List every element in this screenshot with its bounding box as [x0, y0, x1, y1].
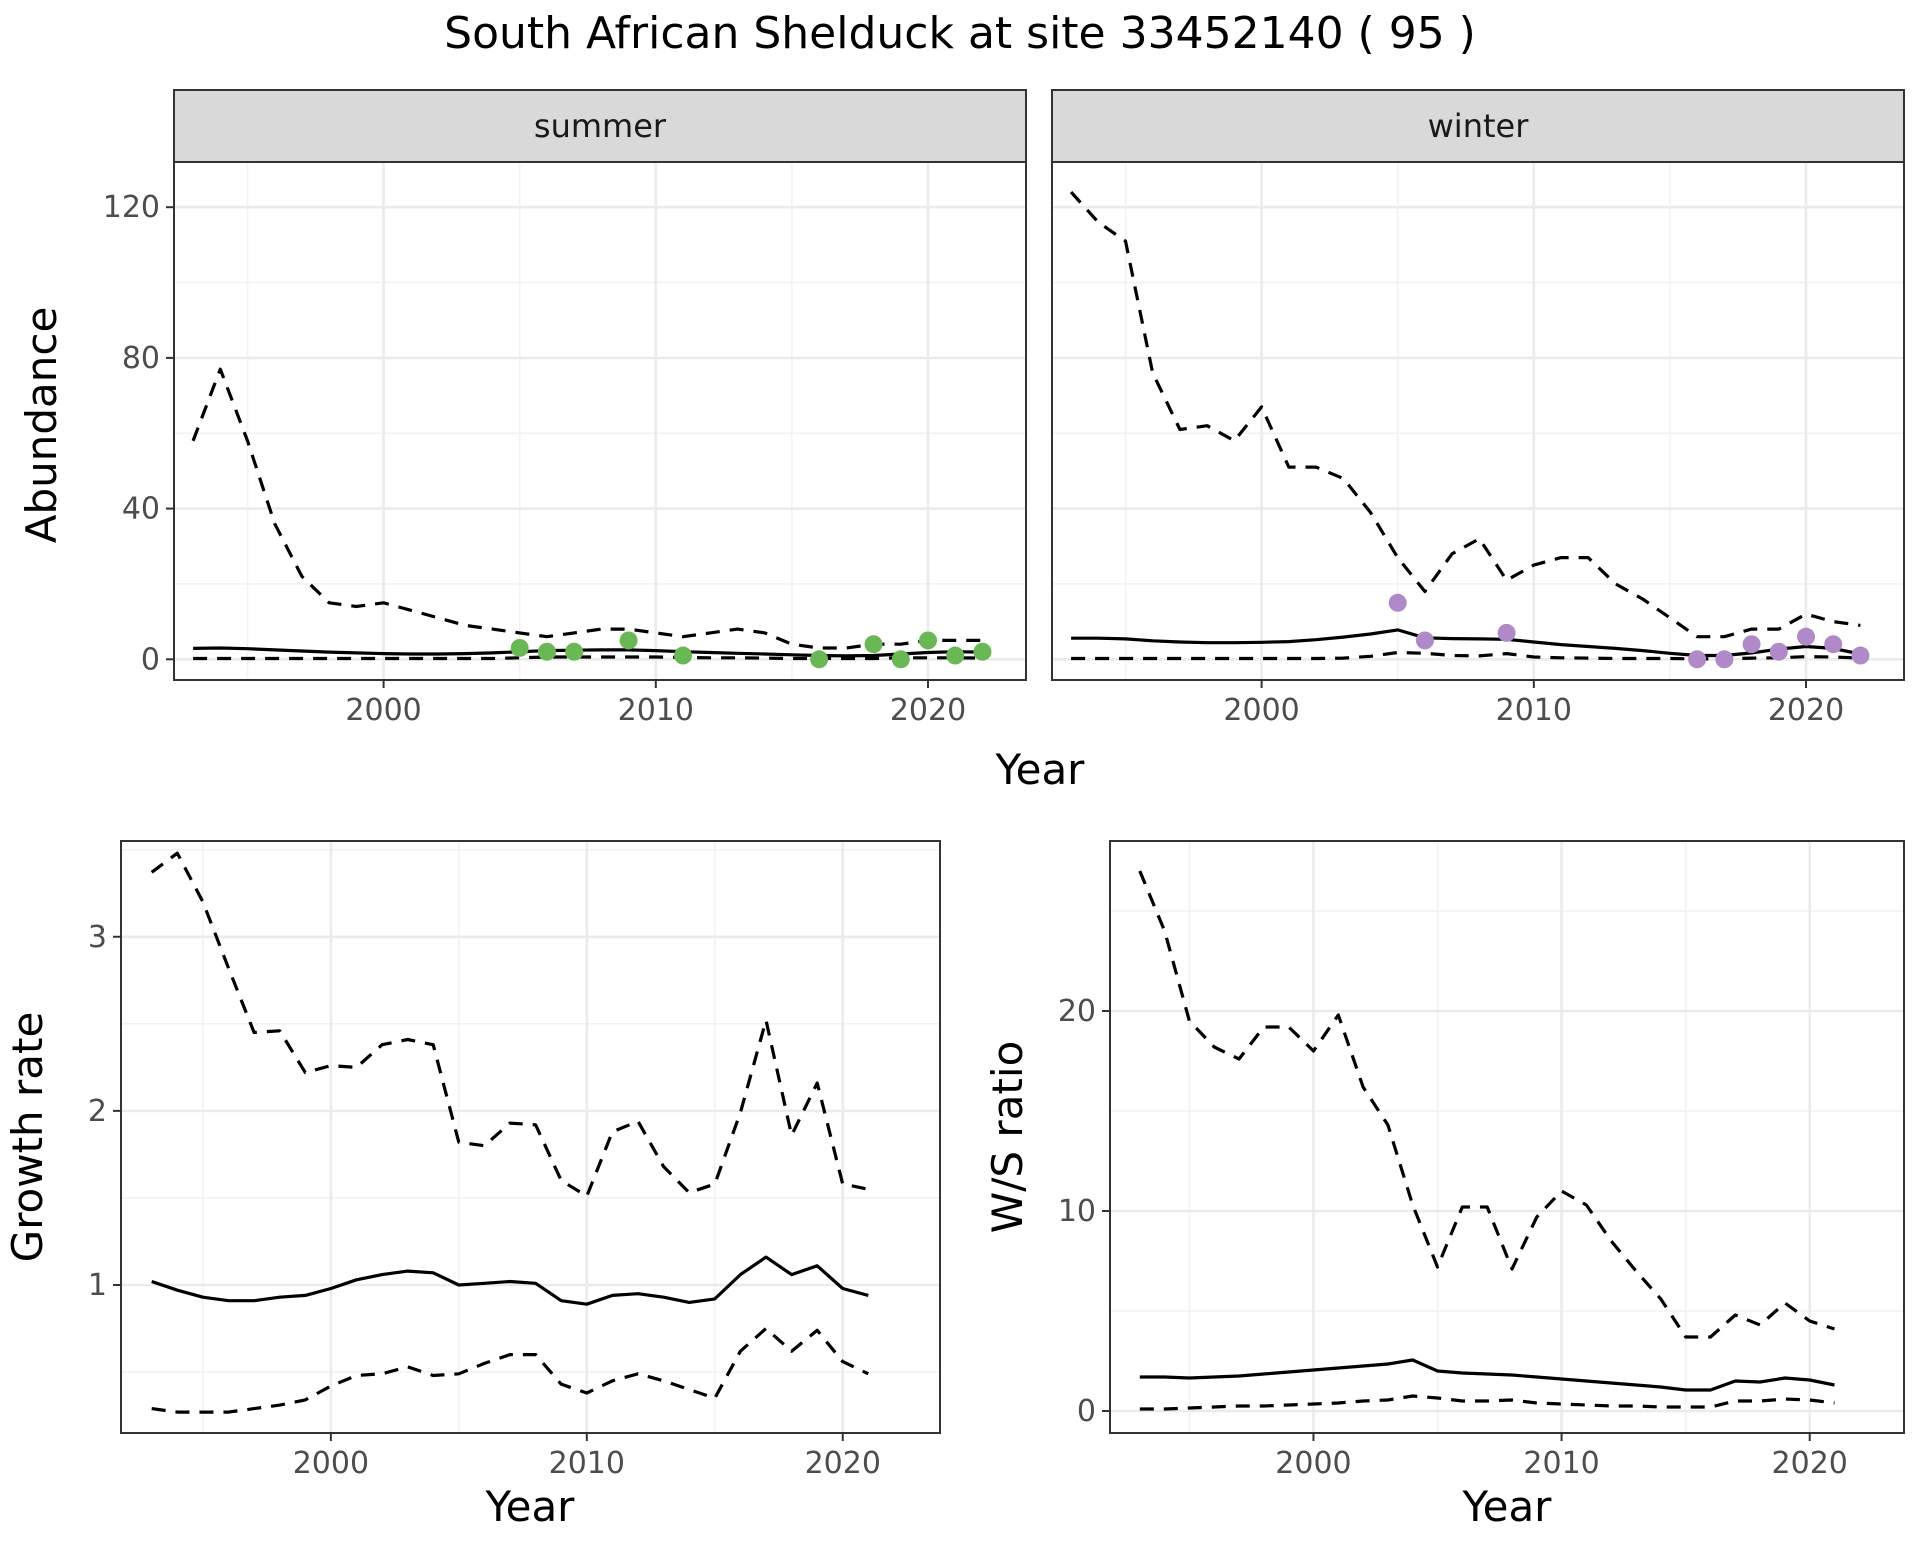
y-tick-label: 0 — [141, 642, 160, 677]
data-point — [1497, 623, 1516, 642]
facet-label: summer — [534, 107, 667, 145]
x-tick-label: 2020 — [805, 1446, 881, 1481]
x-axis-title: Year — [1462, 1482, 1553, 1531]
data-point — [919, 631, 938, 650]
y-tick-label: 2 — [88, 1094, 107, 1129]
data-point — [510, 638, 529, 657]
figure-title: South African Shelduck at site 33452140 … — [444, 8, 1476, 59]
data-point — [1824, 635, 1843, 654]
x-tick-label: 2010 — [549, 1446, 625, 1481]
data-point — [1715, 650, 1734, 669]
x-tick-label: 2020 — [890, 693, 966, 728]
y-tick-label: 120 — [103, 190, 160, 225]
series-line-estimate — [193, 646, 983, 658]
facet-strip — [173, 89, 1027, 163]
panel-border — [120, 840, 941, 1434]
y-tick-label: 40 — [122, 492, 160, 527]
data-point — [619, 631, 638, 650]
data-point — [537, 642, 556, 661]
series-line-upper — [191, 367, 983, 650]
x-tick-label: 2000 — [293, 1446, 369, 1481]
plot-area — [1052, 162, 1904, 680]
panel-summer-abundance: summer 2000 2010 2020 0 40 80 120 — [103, 89, 1027, 728]
plot-area — [174, 162, 1026, 680]
data-point — [1388, 593, 1407, 612]
y-tick-label: 3 — [88, 920, 107, 955]
y-tick-label: 0 — [1077, 1394, 1096, 1429]
x-tick-label: 2020 — [1772, 1446, 1848, 1481]
series-line-estimate — [1139, 1358, 1835, 1392]
series-line-upper — [1069, 191, 1861, 639]
y-tick-label: 1 — [88, 1268, 107, 1303]
data-point — [1688, 650, 1707, 669]
y-axis-title: W/S ratio — [983, 1041, 1032, 1234]
facet-label: winter — [1428, 107, 1530, 145]
data-point — [1742, 635, 1761, 654]
data-point — [973, 642, 992, 661]
data-point — [1769, 642, 1788, 661]
data-point — [674, 646, 693, 665]
panel-winter-abundance: winter 2000 2010 2020 — [1051, 89, 1905, 728]
series-line-estimate — [151, 1255, 869, 1306]
top-x-axis-title: Year — [995, 745, 1086, 794]
series-line-upper — [150, 851, 869, 1198]
x-tick-label: 2010 — [618, 693, 694, 728]
series-line-lower — [151, 1326, 869, 1414]
panel-border — [1109, 840, 1905, 1434]
series-line-upper — [1138, 870, 1835, 1339]
data-point — [565, 642, 584, 661]
data-point — [891, 650, 910, 669]
data-point — [1797, 627, 1816, 646]
y-tick-label: 80 — [122, 341, 160, 376]
x-axis-title: Year — [485, 1482, 576, 1531]
data-point — [810, 650, 829, 669]
series-line-lower — [1139, 1394, 1835, 1411]
panel-growth-rate: 2000 2010 2020 1 2 3 Year Growth rate — [3, 840, 941, 1531]
top-y-axis-title: Abundance — [17, 307, 66, 544]
y-tick-label: 20 — [1058, 994, 1096, 1029]
data-point — [864, 635, 883, 654]
plot-area — [1110, 841, 1904, 1433]
y-axis-title: Growth rate — [3, 1012, 52, 1263]
panel-ws-ratio: 2000 2010 2020 0 10 20 Year W/S ratio — [983, 840, 1905, 1531]
plot-area — [121, 841, 940, 1433]
x-tick-label: 2000 — [345, 693, 421, 728]
x-tick-label: 2000 — [1223, 693, 1299, 728]
x-tick-label: 2020 — [1768, 693, 1844, 728]
data-point — [1851, 646, 1870, 665]
series-line-lower — [193, 655, 983, 661]
data-point — [946, 646, 965, 665]
data-point — [1415, 631, 1434, 650]
y-tick-label: 10 — [1058, 1194, 1096, 1229]
facet-strip — [1051, 89, 1905, 163]
x-tick-label: 2010 — [1496, 693, 1572, 728]
x-tick-label: 2010 — [1523, 1446, 1599, 1481]
x-tick-label: 2000 — [1275, 1446, 1351, 1481]
